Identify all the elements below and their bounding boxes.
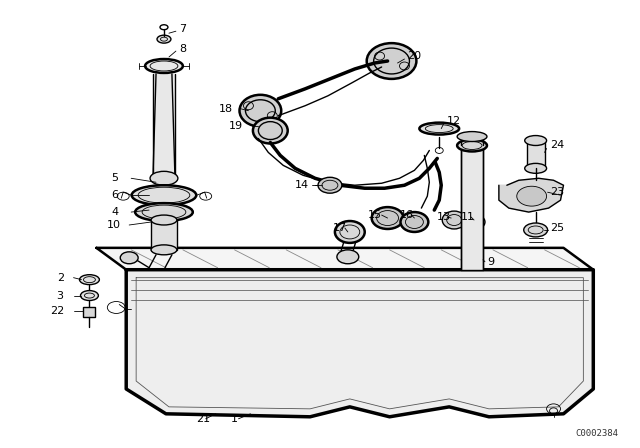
Ellipse shape <box>151 245 177 255</box>
Text: 17: 17 <box>333 223 347 233</box>
Ellipse shape <box>150 171 178 185</box>
Ellipse shape <box>516 186 547 206</box>
Ellipse shape <box>135 203 193 221</box>
Polygon shape <box>97 248 593 270</box>
Text: 23: 23 <box>550 187 564 197</box>
Polygon shape <box>499 178 563 212</box>
Ellipse shape <box>372 207 403 229</box>
Ellipse shape <box>367 43 417 79</box>
Polygon shape <box>126 270 593 417</box>
Bar <box>461 146 483 270</box>
Bar <box>151 220 177 250</box>
Ellipse shape <box>524 223 548 237</box>
Text: 5: 5 <box>111 173 118 183</box>
Ellipse shape <box>525 136 547 146</box>
Text: 1: 1 <box>230 414 237 424</box>
Text: 12: 12 <box>447 116 461 125</box>
Ellipse shape <box>337 250 359 264</box>
Text: 21: 21 <box>196 414 210 424</box>
Ellipse shape <box>419 123 459 134</box>
Text: 25: 25 <box>550 223 564 233</box>
Ellipse shape <box>457 139 487 151</box>
Ellipse shape <box>457 132 487 142</box>
Text: 15: 15 <box>368 210 381 220</box>
Ellipse shape <box>318 177 342 193</box>
Ellipse shape <box>151 215 177 225</box>
Ellipse shape <box>132 185 196 205</box>
Text: 3: 3 <box>57 291 63 301</box>
Ellipse shape <box>335 221 365 243</box>
Text: 19: 19 <box>228 121 243 131</box>
Ellipse shape <box>157 35 171 43</box>
Ellipse shape <box>442 211 466 229</box>
Text: 2: 2 <box>57 273 64 283</box>
Text: 4: 4 <box>111 207 118 217</box>
Ellipse shape <box>253 118 288 143</box>
Text: 10: 10 <box>106 220 120 230</box>
Bar <box>83 307 95 318</box>
Text: 13: 13 <box>437 212 451 222</box>
Ellipse shape <box>81 291 99 301</box>
Text: 22: 22 <box>50 306 64 316</box>
Text: 11: 11 <box>461 212 475 222</box>
Text: 6: 6 <box>111 190 118 200</box>
Text: 20: 20 <box>408 51 422 61</box>
Text: 9: 9 <box>487 257 494 267</box>
Text: C0002384: C0002384 <box>575 429 618 438</box>
Ellipse shape <box>463 214 485 230</box>
Ellipse shape <box>401 212 428 232</box>
Ellipse shape <box>525 164 547 173</box>
Ellipse shape <box>79 275 99 284</box>
Text: 16: 16 <box>399 210 413 220</box>
Bar <box>527 141 545 168</box>
Ellipse shape <box>145 59 183 73</box>
Text: 7: 7 <box>179 24 186 34</box>
Text: 24: 24 <box>550 141 565 151</box>
Text: 8: 8 <box>179 44 186 54</box>
Text: 18: 18 <box>219 104 233 114</box>
Bar <box>153 74 175 175</box>
Ellipse shape <box>239 95 281 127</box>
Ellipse shape <box>120 252 138 264</box>
Text: 14: 14 <box>295 180 309 190</box>
